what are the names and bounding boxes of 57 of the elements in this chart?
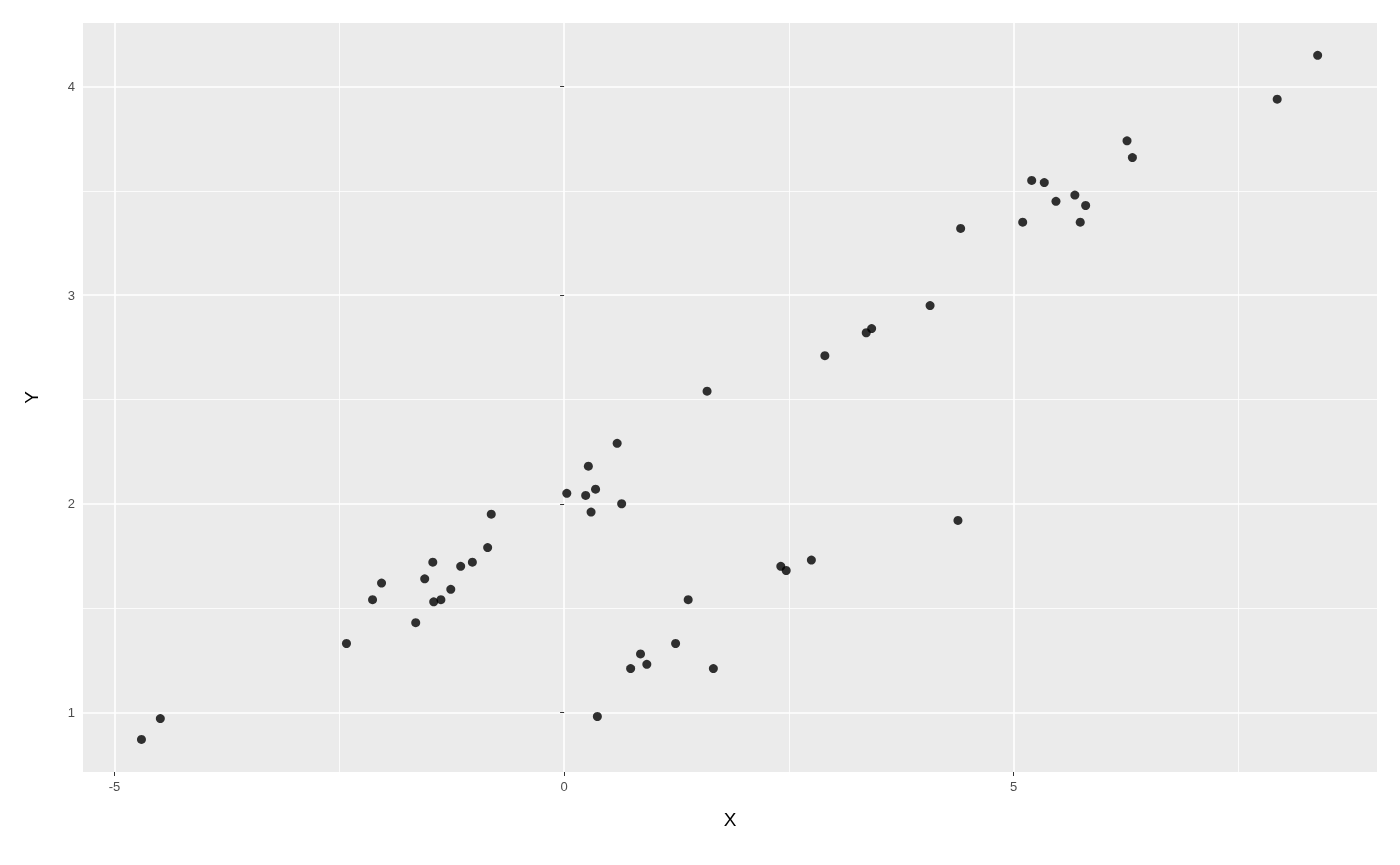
- y-tick-label: 2: [67, 496, 75, 512]
- point: [1039, 178, 1049, 188]
- y-axis-title: Y: [21, 390, 42, 404]
- point: [617, 499, 627, 509]
- point: [867, 324, 877, 334]
- point: [683, 595, 693, 605]
- point: [953, 515, 963, 525]
- point: [1070, 190, 1080, 200]
- point: [562, 488, 572, 498]
- point: [155, 714, 165, 724]
- point: [956, 223, 966, 233]
- y-tick-label: 3: [67, 287, 75, 303]
- point: [592, 712, 602, 722]
- point: [925, 301, 935, 311]
- point: [1313, 50, 1323, 60]
- point: [411, 618, 421, 628]
- point: [642, 659, 652, 669]
- point: [483, 543, 493, 553]
- point: [702, 386, 712, 396]
- point: [420, 574, 430, 584]
- point: [612, 438, 622, 448]
- x-tick-label: 0: [560, 779, 568, 794]
- point: [1027, 175, 1037, 185]
- point: [1272, 94, 1282, 104]
- x-tick-label: 5: [1010, 779, 1018, 794]
- point: [820, 351, 830, 361]
- point: [467, 557, 477, 567]
- point: [1081, 201, 1091, 210]
- point: [428, 557, 438, 567]
- point: [486, 509, 496, 519]
- y-tick-label: 4: [67, 79, 75, 95]
- point: [368, 595, 378, 605]
- y-tick-label: 1: [67, 704, 75, 720]
- point: [341, 639, 351, 649]
- point: [583, 461, 593, 471]
- point: [1075, 217, 1085, 227]
- point: [626, 664, 636, 674]
- point: [1018, 217, 1028, 227]
- point: [671, 639, 681, 649]
- point: [708, 664, 718, 674]
- point: [636, 649, 646, 659]
- point: [591, 484, 601, 494]
- point: [436, 595, 446, 605]
- point: [1051, 196, 1061, 206]
- point: [781, 566, 791, 576]
- point: [581, 490, 591, 500]
- point: [1122, 136, 1132, 146]
- x-axis-title: X: [723, 809, 737, 830]
- point: [377, 578, 387, 588]
- point: [456, 561, 466, 571]
- point: [136, 734, 146, 744]
- point: [586, 507, 596, 517]
- point: [1127, 153, 1137, 163]
- point: [429, 597, 439, 607]
- x-tick-label: -5: [108, 779, 121, 794]
- point: [806, 555, 816, 565]
- point: [446, 584, 456, 594]
